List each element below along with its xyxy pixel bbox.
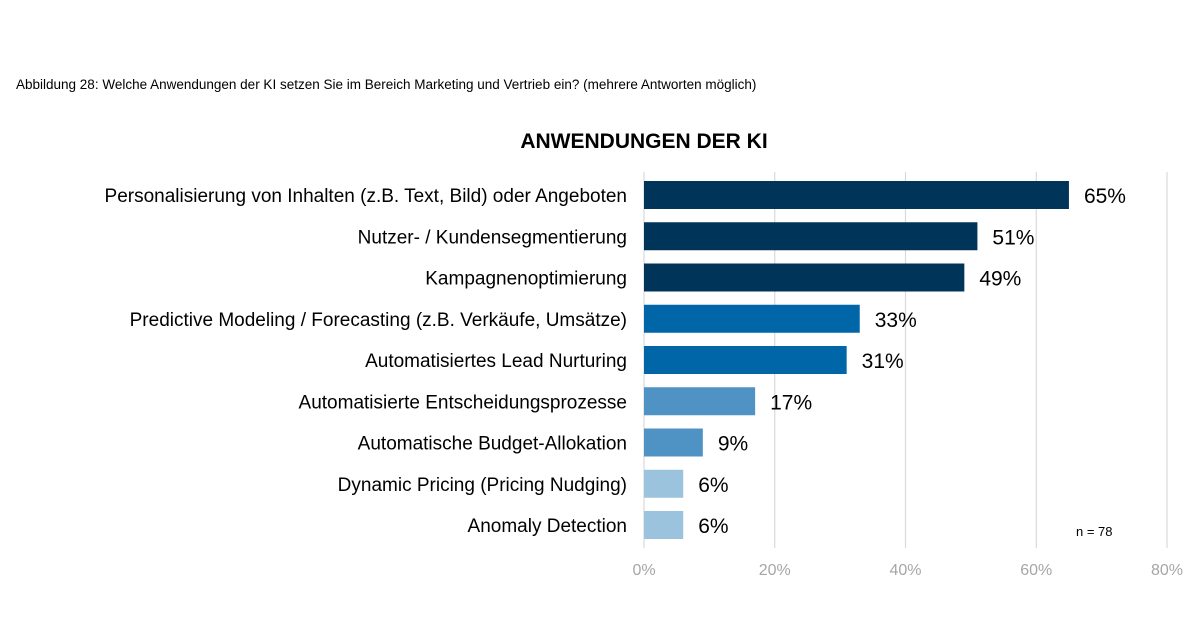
bar: [644, 222, 978, 251]
value-label: 31%: [862, 350, 904, 373]
value-label: 51%: [992, 226, 1034, 249]
bar: [644, 263, 965, 292]
category-labels: Personalisierung von Inhalten (z.B. Text…: [105, 186, 627, 537]
category-label: Personalisierung von Inhalten (z.B. Text…: [105, 186, 627, 207]
bar: [644, 346, 847, 374]
bar: [644, 511, 684, 539]
category-label: Kampagnenoptimierung: [425, 269, 627, 290]
figure-caption: Abbildung 28: Welche Anwendungen der KI …: [16, 77, 757, 92]
category-label: Dynamic Pricing (Pricing Nudging): [338, 475, 627, 496]
value-label: 17%: [770, 391, 812, 414]
x-tick-label: 80%: [1151, 562, 1183, 579]
category-label: Automatisierte Entscheidungsprozesse: [299, 392, 627, 413]
x-tick-label: 20%: [759, 562, 791, 579]
x-tick-label: 0%: [632, 562, 655, 579]
bar: [644, 181, 1069, 209]
bar: [644, 387, 756, 416]
chart-title: ANWENDUNGEN DER KI: [520, 130, 767, 153]
category-label: Automatisiertes Lead Nurturing: [365, 351, 627, 372]
value-label: 65%: [1084, 185, 1126, 208]
bars: [644, 181, 1069, 539]
value-label: 6%: [698, 515, 728, 538]
value-label: 33%: [875, 309, 917, 332]
category-label: Anomaly Detection: [468, 516, 627, 537]
value-label: 9%: [718, 433, 748, 456]
value-labels: 65% 51% 49% 33% 31% 17% 9% 6% 6%: [698, 185, 1126, 538]
value-label: 49%: [979, 268, 1021, 291]
value-label: 6%: [698, 474, 728, 497]
bar: [644, 428, 703, 457]
category-label: Automatische Budget-Allokation: [358, 434, 627, 455]
category-label: Nutzer- / Kundensegmentierung: [358, 227, 627, 248]
x-tick-label: 60%: [1020, 562, 1052, 579]
x-tick-label: 40%: [889, 562, 921, 579]
sample-size-note: n = 78: [1076, 524, 1113, 539]
x-tick-labels: 0% 20% 40% 60% 80%: [632, 562, 1183, 579]
bar: [644, 469, 684, 498]
category-label: Predictive Modeling / Forecasting (z.B. …: [130, 310, 627, 331]
bar: [644, 304, 860, 333]
